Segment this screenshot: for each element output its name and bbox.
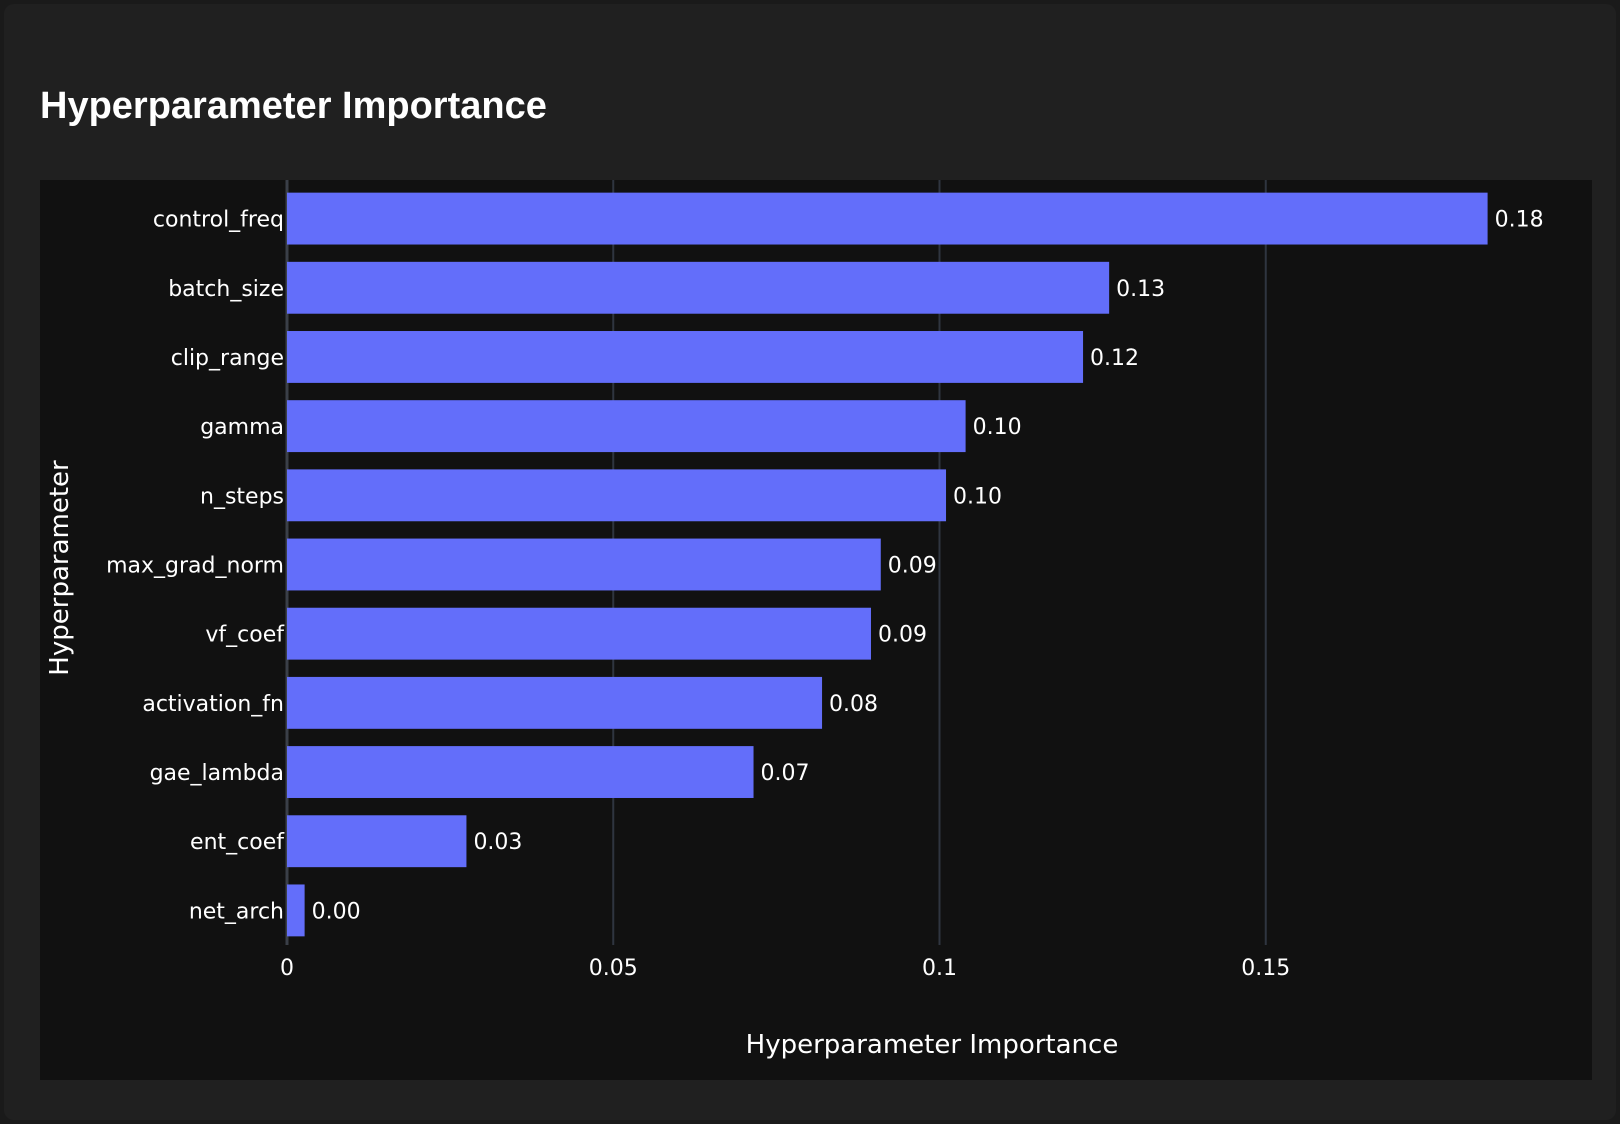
y-tick-label: vf_coef <box>205 623 285 648</box>
y-tick-label: n_steps <box>200 484 284 509</box>
bar <box>287 607 871 660</box>
bar <box>287 538 881 591</box>
bar-value-labels: 0.18 0.13 0.12 0.10 0.10 0.09 0.09 0.08 0.07 0.03… <box>312 208 1544 925</box>
y-tick-label: gae_lambda <box>150 761 284 786</box>
bar <box>287 815 467 868</box>
bar-value-label: 0.08 <box>829 692 878 717</box>
y-tick-label: ent_coef <box>190 830 285 855</box>
y-tick-label: gamma <box>200 415 284 440</box>
importance-chart: 0.180.130.120.100.100.090.090.080.070.03… <box>40 180 1592 1080</box>
x-tick-label: 0.05 <box>589 956 638 981</box>
bar <box>287 746 754 798</box>
bar <box>287 331 1084 383</box>
bar-value-label: 0.10 <box>973 415 1022 440</box>
bar-value-label: 0.10 <box>953 484 1002 509</box>
y-tick-label: activation_fn <box>142 692 284 717</box>
y-tick-label: net_arch <box>189 899 284 924</box>
x-tick-label: 0.15 <box>1241 956 1290 981</box>
bar-value-label: 0.00 <box>312 899 361 924</box>
bar-value-label: 0.18 <box>1495 208 1544 233</box>
bar <box>287 261 1110 314</box>
x-axis-title: Hyperparameter Importance <box>746 1030 1119 1060</box>
y-tick-label: clip_range <box>171 346 284 371</box>
bar-value-label: 0.09 <box>878 623 927 648</box>
bar <box>287 884 305 937</box>
x-tick-label: 0.1 <box>922 956 957 981</box>
bar <box>287 192 1488 245</box>
chart-card: Hyperparameter Importance 0.18 0.13 0.12 0.… <box>4 4 1616 1120</box>
page-title: Hyperparameter Importance <box>40 85 547 127</box>
y-tick-label: batch_size <box>168 277 284 302</box>
y-tick-label: control_freq <box>153 208 284 233</box>
bars <box>287 192 1488 937</box>
x-tick-label: 0 <box>280 956 294 981</box>
bar <box>287 676 823 729</box>
bar-value-label: 0.07 <box>761 761 810 786</box>
y-axis-title: Hyperparameter <box>45 460 75 676</box>
bar <box>287 469 947 522</box>
bar-value-label: 0.12 <box>1090 346 1139 371</box>
bar <box>287 400 966 453</box>
bar-value-label: 0.03 <box>473 830 522 855</box>
y-tick-label: max_grad_norm <box>106 554 284 579</box>
bar-value-label: 0.09 <box>888 554 937 579</box>
bar-value-label: 0.13 <box>1116 277 1165 302</box>
x-tick-labels: 0 0.05 0.1 0.15 <box>280 956 1290 981</box>
